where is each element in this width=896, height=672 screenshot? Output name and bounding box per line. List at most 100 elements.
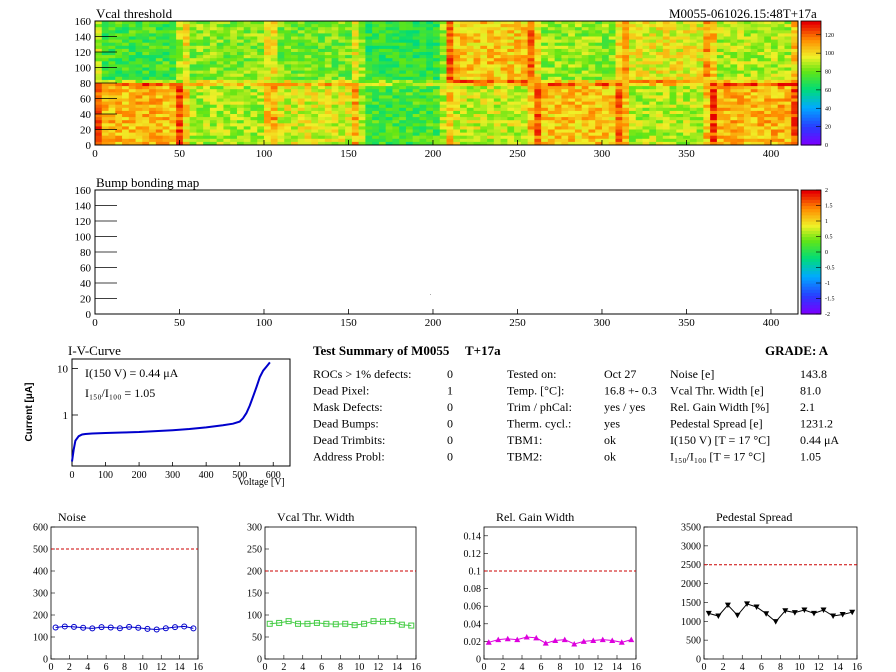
- vcal-map-cell: [480, 42, 488, 47]
- vcal-map-cell: [723, 58, 731, 62]
- vcal-map-cell: [635, 110, 643, 115]
- summary-defect-label: Mask Defects:: [313, 400, 383, 414]
- vcal-map-cell: [358, 141, 366, 146]
- vcal-map-cell: [777, 64, 785, 68]
- vcal-map-cell: [757, 48, 765, 53]
- vcal-map-cell: [547, 104, 556, 109]
- vcal-map-cell: [480, 76, 488, 81]
- vcal-map-cell: [743, 92, 752, 96]
- vcal-map-cell: [642, 126, 650, 130]
- vcal-map-cell: [656, 70, 664, 75]
- vcal-map-cell: [196, 61, 204, 65]
- vcal-map-ytick-label: 140: [75, 32, 92, 44]
- vcal-map-cell: [770, 95, 779, 99]
- vcal-map-cell: [642, 117, 650, 121]
- vcal-map-cell: [750, 58, 758, 62]
- vcal-map-cell: [601, 129, 610, 133]
- gain-width-point: [628, 636, 635, 643]
- vcal-map-cell: [122, 95, 130, 99]
- vcal-map-cell: [291, 24, 299, 28]
- vcal-map-cell: [460, 33, 468, 37]
- gain-width-point: [542, 640, 549, 646]
- vcal-map-cell: [378, 30, 387, 34]
- vcal-map-cell: [656, 98, 664, 102]
- vcal-map-cell: [223, 64, 231, 68]
- vcal-map-cell: [683, 104, 691, 109]
- vcal-map-cell: [669, 70, 677, 75]
- summary-result-label: Pedestal Spread [e]: [670, 417, 763, 431]
- vcal-map-cell: [257, 45, 265, 50]
- vcal-map-cell: [439, 33, 447, 37]
- vcal-width-frame: [264, 526, 417, 660]
- vcal-map-cell: [622, 104, 630, 109]
- vcal-map-cell: [135, 138, 143, 143]
- vcal-map-cell: [412, 101, 420, 106]
- vcal-map-cell: [426, 132, 434, 137]
- vcal-map-cell: [493, 114, 501, 118]
- vcal-map-cell: [426, 86, 434, 90]
- vcal-map-cell: [730, 107, 738, 112]
- vcal-map-cell: [716, 120, 725, 124]
- vcal-map-cell: [358, 24, 366, 28]
- vcal-map-cell: [635, 61, 643, 65]
- vcal-map-cell: [534, 76, 542, 81]
- vcal-map-cell: [304, 132, 312, 137]
- vcal-map-cell: [568, 42, 576, 47]
- vcal-map-cell: [135, 36, 143, 40]
- vcal-map-cell: [365, 104, 373, 109]
- vcal-map-cell: [426, 36, 434, 40]
- vcal-map-cell: [365, 61, 373, 65]
- vcal-map-cell: [297, 76, 305, 81]
- vcal-map-cell: [703, 76, 711, 81]
- vcal-map-cell: [122, 126, 130, 130]
- vcal-map-cell: [297, 70, 305, 75]
- vcal-map-cell: [770, 135, 779, 140]
- vcal-map-cell: [554, 55, 562, 59]
- vcal-map-cell: [95, 114, 103, 118]
- vcal-map-cell: [189, 52, 197, 56]
- vcal-map-cell: [189, 33, 197, 37]
- gain-width-point: [552, 637, 559, 644]
- vcal-map-cell: [480, 114, 488, 118]
- iv-xtick-label: 400: [199, 470, 214, 481]
- vcal-map-cell: [243, 27, 251, 31]
- vcal-map-cell: [784, 95, 792, 99]
- vcal-map-cell: [432, 132, 441, 137]
- vcal-map-cell: [534, 45, 542, 50]
- vcal-map-cell: [507, 117, 515, 121]
- vcal-map-cell: [480, 123, 488, 127]
- vcal-map-cell: [243, 58, 251, 62]
- vcal-map-cell: [291, 67, 299, 71]
- vcal-map-cell: [669, 129, 677, 133]
- vcal-map-cell: [236, 39, 245, 44]
- vcal-map-cell: [378, 42, 387, 47]
- vcal-map-cell: [324, 83, 332, 87]
- vcal-map-cell: [250, 114, 258, 118]
- vcal-map-cell: [642, 58, 650, 62]
- vcal-map-cell: [95, 141, 103, 146]
- vcal-map-cell: [554, 89, 562, 93]
- ped-spread-ytick-label: 3500: [681, 523, 701, 534]
- vcal-map-cell: [629, 135, 637, 140]
- vcal-map-xtick-label: 350: [678, 148, 695, 160]
- vcal-map-cell: [385, 83, 393, 87]
- vcal-map-cell: [669, 73, 677, 78]
- vcal-map-cell: [737, 89, 745, 93]
- vcal-map-cell: [169, 89, 177, 93]
- vcal-map-cell: [649, 135, 657, 140]
- vcal-map-cell: [277, 39, 285, 44]
- vcal-map-cell: [155, 117, 163, 121]
- vcal-map-cell: [493, 67, 501, 71]
- vcal-map-cell: [601, 36, 610, 40]
- vcal-map-cell: [122, 107, 130, 112]
- vcal-map-cell: [649, 86, 657, 90]
- vcal-map-cell: [554, 67, 562, 71]
- vcal-map-cell: [176, 30, 184, 34]
- vcal-map-cell: [95, 70, 103, 75]
- vcal-map-cell: [520, 39, 529, 44]
- vcal-map-cell: [730, 98, 738, 102]
- vcal-map-cell: [784, 104, 792, 109]
- vcal-map-cell: [615, 79, 623, 84]
- vcal-map-cell: [601, 138, 610, 143]
